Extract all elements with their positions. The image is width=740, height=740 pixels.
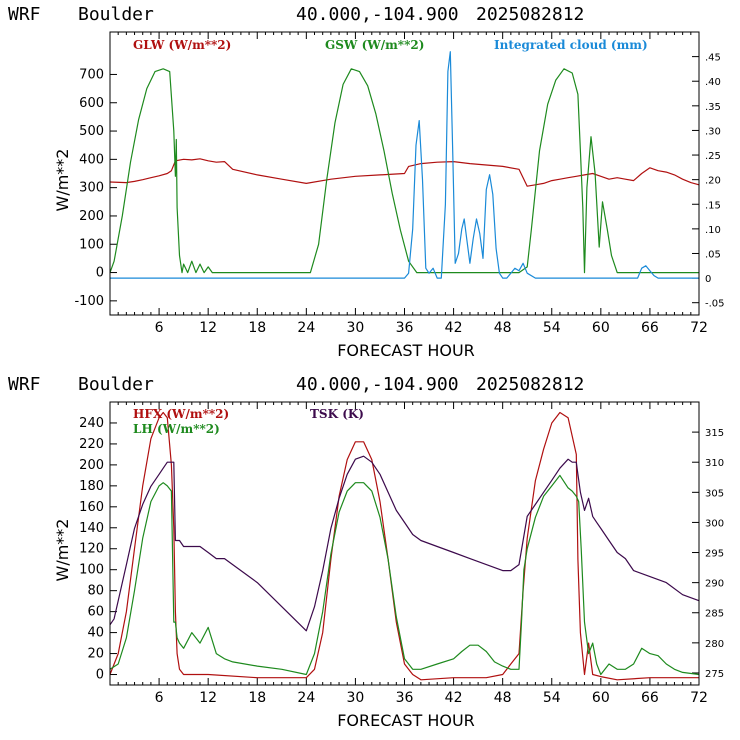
chart-series-bottom bbox=[109, 411, 700, 681]
y2-tick-label: 315 bbox=[705, 428, 724, 439]
y-tick-label: 0 bbox=[96, 266, 104, 281]
plot-frame-bottom bbox=[109, 401, 700, 686]
y2-tick-label: .25 bbox=[705, 151, 721, 162]
y-axis-label-bottom: W/m**2 bbox=[53, 519, 72, 582]
x-axis-label-bottom: FORECAST HOUR bbox=[337, 711, 475, 730]
legend-glw: GLW (W/m**2) bbox=[133, 38, 231, 52]
y2-tick-label: .05 bbox=[705, 249, 721, 260]
legend-cloud: Integrated cloud (mm) bbox=[494, 38, 648, 52]
x-tick-label: 48 bbox=[494, 690, 512, 706]
chart-ticks-bottom: 6 12 18 24 30 36 42 48 54 60 66 72 0 20 40 60 80 100 120 14… bbox=[79, 402, 724, 706]
y-tick-label: 180 bbox=[79, 479, 104, 494]
x-tick-label: 66 bbox=[641, 690, 659, 706]
x-axis-label-top: FORECAST HOUR bbox=[337, 341, 475, 360]
y2-tick-label: 290 bbox=[705, 579, 724, 590]
y2-tick-label: .35 bbox=[705, 102, 721, 113]
series-line-lh bbox=[109, 474, 700, 676]
y-tick-label: 160 bbox=[79, 500, 104, 515]
series-line-integrated bbox=[110, 51, 699, 279]
x-tick-label: 48 bbox=[494, 320, 512, 336]
y2-tick-label: 300 bbox=[705, 518, 724, 529]
y-tick-label: 200 bbox=[79, 458, 104, 473]
x-tick-label: 42 bbox=[445, 320, 463, 336]
y-tick-label: 0 bbox=[96, 668, 104, 683]
y2-tick-label: 310 bbox=[705, 458, 724, 469]
y-tick-label: 40 bbox=[87, 626, 104, 641]
series-line-glw bbox=[109, 158, 700, 187]
chart-panel-bottom: WRF Boulder 40.000,-104.900 2025082812 6… bbox=[8, 374, 724, 730]
y-tick-label: 400 bbox=[79, 152, 104, 167]
y-tick-label: 120 bbox=[79, 542, 104, 557]
panel-title-run: 2025082812 bbox=[476, 374, 584, 395]
panel-title-run: 2025082812 bbox=[476, 4, 584, 25]
chart-series-top bbox=[109, 51, 700, 279]
series-line-tsk bbox=[109, 455, 700, 632]
y-tick-label: 200 bbox=[79, 209, 104, 224]
y2-tick-label: 305 bbox=[705, 488, 724, 499]
y-tick-label: 300 bbox=[79, 181, 104, 196]
y-tick-label: 500 bbox=[79, 124, 104, 139]
y-tick-label: 140 bbox=[79, 521, 104, 536]
x-tick-label: 54 bbox=[543, 690, 561, 706]
panel-title-coords: 40.000,-104.900 bbox=[296, 4, 459, 25]
x-tick-label: 36 bbox=[396, 690, 414, 706]
y2-tick-label: 280 bbox=[705, 639, 724, 650]
x-tick-label: 18 bbox=[248, 320, 266, 336]
y2-tick-label: .15 bbox=[705, 200, 721, 211]
x-tick-label: 24 bbox=[297, 690, 315, 706]
panel-title-location: Boulder bbox=[78, 374, 154, 395]
y-tick-label: 600 bbox=[79, 96, 104, 111]
legend-tsk: TSK (K) bbox=[310, 407, 364, 421]
x-tick-label: 24 bbox=[297, 320, 315, 336]
y-tick-label: 80 bbox=[87, 584, 104, 599]
x-tick-label: 12 bbox=[199, 690, 217, 706]
legend-hfx: HFX (W/m**2) bbox=[133, 407, 229, 421]
panel-title-model: WRF bbox=[8, 4, 41, 25]
y2-tick-label: -.05 bbox=[705, 299, 725, 310]
y2-tick-label: 275 bbox=[705, 669, 724, 680]
y-tick-label: 700 bbox=[79, 67, 104, 82]
x-tick-label: 18 bbox=[248, 690, 266, 706]
y2-tick-label: 285 bbox=[705, 609, 724, 620]
legend-gsw: GSW (W/m**2) bbox=[325, 38, 424, 52]
y-tick-label: 100 bbox=[79, 237, 104, 252]
x-tick-label: 12 bbox=[199, 320, 217, 336]
x-tick-label: 30 bbox=[347, 690, 365, 706]
y-tick-label: 100 bbox=[79, 563, 104, 578]
y2-tick-label: 0 bbox=[705, 274, 711, 285]
y2-tick-label: .10 bbox=[705, 225, 721, 236]
x-tick-label: 54 bbox=[543, 320, 561, 336]
panel-title-location: Boulder bbox=[78, 4, 154, 25]
y2-tick-label: .45 bbox=[705, 53, 721, 64]
x-tick-label: 66 bbox=[641, 320, 659, 336]
x-tick-label: 72 bbox=[690, 320, 708, 336]
y2-tick-label: 295 bbox=[705, 549, 724, 560]
x-tick-label: 6 bbox=[155, 320, 164, 336]
y-tick-label: 60 bbox=[87, 605, 104, 620]
y-tick-label: 20 bbox=[87, 647, 104, 662]
panel-title-model: WRF bbox=[8, 374, 41, 395]
series-line-gsw bbox=[109, 68, 699, 274]
y-tick-label: 240 bbox=[79, 416, 104, 431]
y2-tick-label: .30 bbox=[705, 126, 721, 137]
x-tick-label: 36 bbox=[396, 320, 414, 336]
x-tick-label: 60 bbox=[592, 690, 610, 706]
x-tick-label: 42 bbox=[445, 690, 463, 706]
y-tick-label: 220 bbox=[79, 437, 104, 452]
legend-lh: LH (W/m**2) bbox=[133, 422, 220, 436]
x-tick-label: 72 bbox=[690, 690, 708, 706]
y-axis-label-top: W/m**2 bbox=[53, 149, 72, 212]
y2-tick-label: .20 bbox=[705, 176, 721, 187]
series-line-hfx bbox=[109, 411, 699, 681]
x-tick-label: 6 bbox=[155, 690, 164, 706]
panel-title-coords: 40.000,-104.900 bbox=[296, 374, 459, 395]
x-tick-label: 30 bbox=[347, 320, 365, 336]
y2-tick-label: .40 bbox=[705, 77, 721, 88]
chart-panel-top: WRF Boulder 40.000,-104.900 2025082812 6… bbox=[8, 4, 725, 360]
x-tick-label: 60 bbox=[592, 320, 610, 336]
y-tick-label: -100 bbox=[74, 294, 104, 309]
plot-frame-top bbox=[109, 31, 700, 316]
